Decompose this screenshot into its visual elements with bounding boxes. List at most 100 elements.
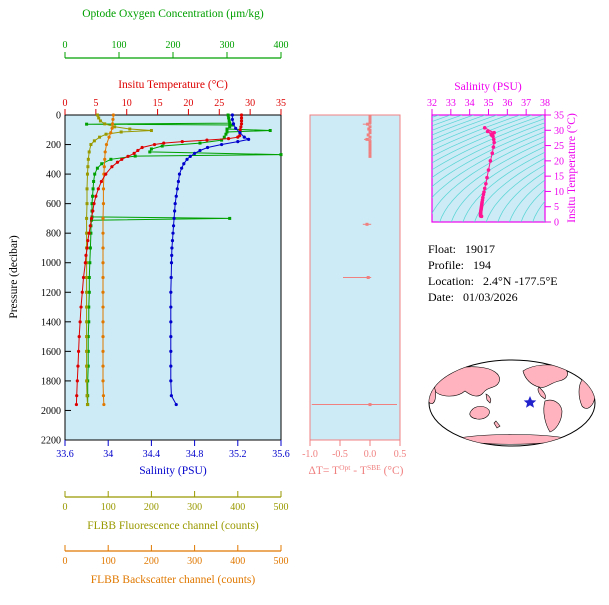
svg-text:36: 36 — [502, 98, 512, 109]
svg-text:35.6: 35.6 — [272, 449, 290, 460]
svg-text:400: 400 — [274, 40, 289, 51]
svg-text:1200: 1200 — [41, 288, 61, 299]
svg-text:100: 100 — [101, 502, 116, 513]
svg-text:30: 30 — [245, 98, 255, 109]
float-location-star — [523, 396, 537, 408]
svg-text:0: 0 — [56, 111, 61, 122]
svg-text:1600: 1600 — [41, 347, 61, 358]
svg-text:33.6: 33.6 — [56, 449, 74, 460]
svg-text:20: 20 — [554, 156, 564, 167]
delta-t-axis-title: ΔT= TOpt - TSBE (°C) — [308, 463, 403, 477]
float-label: Float: — [428, 242, 457, 256]
svg-text:0.0: 0.0 — [364, 449, 377, 460]
svg-text:34.8: 34.8 — [186, 449, 204, 460]
svg-text:400: 400 — [46, 170, 61, 181]
svg-text:300: 300 — [187, 502, 202, 513]
svg-text:500: 500 — [274, 556, 289, 567]
svg-text:600: 600 — [46, 199, 61, 210]
ts-salinity-axis-title: Salinity (PSU) — [454, 81, 522, 93]
svg-text:35: 35 — [276, 98, 286, 109]
svg-text:35: 35 — [554, 111, 564, 122]
fluorescence-axis-title: FLBB Fluorescence channel (counts) — [87, 520, 259, 532]
svg-text:800: 800 — [46, 229, 61, 240]
map-central-america — [537, 386, 546, 400]
svg-text:20: 20 — [183, 98, 193, 109]
svg-text:35.2: 35.2 — [229, 449, 247, 460]
svg-text:300: 300 — [220, 40, 235, 51]
svg-text:100: 100 — [101, 556, 116, 567]
svg-text:2200: 2200 — [41, 436, 61, 447]
salinity-axis-title: Salinity (PSU) — [139, 465, 207, 477]
profile-value: 194 — [473, 258, 491, 272]
svg-text:500: 500 — [274, 502, 289, 513]
svg-text:300: 300 — [187, 556, 202, 567]
ts-temperature-axis-title: Insitu Temperature (°C) — [566, 113, 578, 223]
svg-text:10: 10 — [554, 187, 564, 198]
svg-text:15: 15 — [153, 98, 163, 109]
map-south-america — [543, 399, 563, 433]
location-value: 2.4°N -177.5°E — [482, 274, 558, 288]
date-line: Date: 01/03/2026 — [428, 289, 558, 305]
svg-text:34.4: 34.4 — [143, 449, 161, 460]
svg-text:34: 34 — [465, 98, 475, 109]
svg-text:0: 0 — [63, 40, 68, 51]
pressure-axis-title: Pressure (decibar) — [8, 235, 20, 319]
float-value: 19017 — [465, 242, 496, 256]
svg-text:33: 33 — [446, 98, 456, 109]
svg-text:5: 5 — [554, 202, 559, 213]
svg-text:200: 200 — [46, 140, 61, 151]
svg-text:5: 5 — [93, 98, 98, 109]
profile-label: Profile: — [428, 258, 464, 272]
date-label: Date: — [428, 290, 454, 304]
location-line: Location: 2.4°N -177.5°E — [428, 273, 558, 289]
map-greenland — [564, 362, 577, 370]
oxygen-axis-title: Optode Oxygen Concentration (μm/kg) — [82, 8, 264, 20]
svg-text:0.5: 0.5 — [394, 449, 407, 460]
svg-text:2000: 2000 — [41, 406, 61, 417]
svg-text:1400: 1400 — [41, 317, 61, 328]
svg-text:34: 34 — [103, 449, 113, 460]
date-value: 01/03/2026 — [463, 290, 518, 304]
svg-text:0: 0 — [63, 502, 68, 513]
svg-text:0: 0 — [63, 98, 68, 109]
location-label: Location: — [428, 274, 474, 288]
map-new-zealand — [493, 420, 501, 429]
world-map — [428, 359, 596, 447]
svg-text:200: 200 — [144, 502, 159, 513]
backscatter-series — [101, 113, 115, 407]
axis-titles: Optode Oxygen Concentration (μm/kg) Insi… — [8, 8, 578, 586]
svg-text:0: 0 — [63, 556, 68, 567]
ts-series — [478, 126, 496, 219]
map-southeast-asia — [485, 393, 492, 404]
svg-text:0: 0 — [554, 218, 559, 229]
delta-t-series — [311, 114, 397, 407]
generated-plots: 0200400600800100012001400160018002000220… — [41, 40, 564, 567]
svg-text:38: 38 — [540, 98, 550, 109]
backscatter-axis-title: FLBB Backscatter channel (counts) — [91, 574, 256, 586]
svg-text:35: 35 — [484, 98, 494, 109]
svg-text:100: 100 — [112, 40, 127, 51]
svg-text:200: 200 — [166, 40, 181, 51]
float-id-line: Float: 19017 — [428, 241, 558, 257]
map-australia — [469, 406, 490, 420]
svg-text:400: 400 — [230, 556, 245, 567]
svg-text:-0.5: -0.5 — [332, 449, 348, 460]
temperature-axis-title: Insitu Temperature (°C) — [118, 79, 228, 91]
svg-text:1000: 1000 — [41, 258, 61, 269]
svg-text:32: 32 — [427, 98, 437, 109]
salinity-series — [169, 113, 251, 407]
svg-text:-1.0: -1.0 — [302, 449, 318, 460]
svg-text:1800: 1800 — [41, 376, 61, 387]
svg-text:30: 30 — [554, 126, 564, 137]
svg-text:10: 10 — [122, 98, 132, 109]
svg-text:400: 400 — [230, 502, 245, 513]
svg-text:200: 200 — [144, 556, 159, 567]
svg-text:25: 25 — [214, 98, 224, 109]
temperature-series — [74, 113, 244, 407]
svg-text:15: 15 — [554, 172, 564, 183]
float-info: Float: 19017 Profile: 194 Location: 2.4°N -… — [428, 241, 558, 305]
profile-line: Profile: 194 — [428, 257, 558, 273]
svg-text:25: 25 — [554, 141, 564, 152]
